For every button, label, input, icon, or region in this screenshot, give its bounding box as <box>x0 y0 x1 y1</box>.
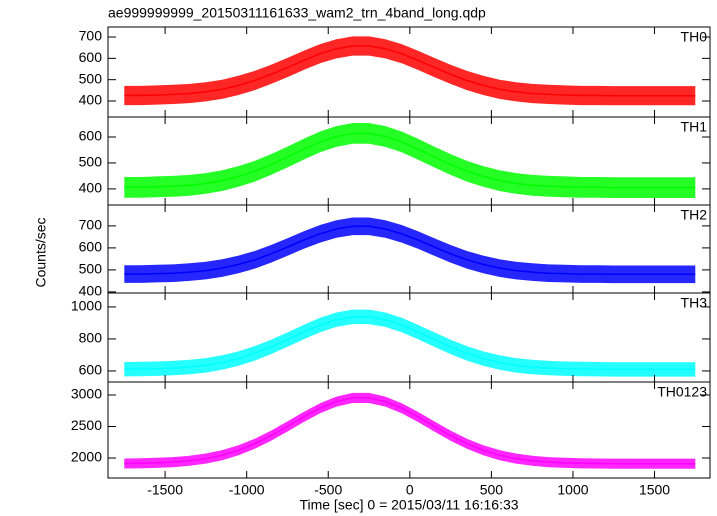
noise-band <box>124 217 696 284</box>
panel-label: TH0 <box>681 29 708 45</box>
chart-title: ae999999999_20150311161633_wam2_trn_4ban… <box>108 5 486 21</box>
y-tick-label: 400 <box>79 92 103 108</box>
y-tick-label: 500 <box>79 261 103 277</box>
y-tick-label: 600 <box>79 239 103 255</box>
y-tick-label: 500 <box>79 154 103 170</box>
series-line <box>124 225 696 276</box>
panel-frame <box>107 381 711 479</box>
x-tick-label: 500 <box>480 482 504 498</box>
y-tick-label: 2500 <box>71 417 102 433</box>
x-tick-label: -1500 <box>147 482 183 498</box>
noise-band <box>124 36 696 106</box>
y-tick-label: 2000 <box>71 449 102 465</box>
y-tick-label: 500 <box>79 70 103 86</box>
x-tick-label: -1000 <box>229 482 265 498</box>
y-tick-label: 600 <box>79 49 103 65</box>
y-tick-label: 1000 <box>71 298 102 314</box>
y-tick-label: 3000 <box>71 386 102 402</box>
y-tick-label: 800 <box>79 330 103 346</box>
series-line <box>124 45 696 97</box>
y-tick-label: 600 <box>79 128 103 144</box>
x-tick-label: -500 <box>314 482 342 498</box>
panel-label: TH0123 <box>657 384 707 400</box>
series-line <box>124 316 696 371</box>
panel-label: TH2 <box>681 207 708 223</box>
x-tick-label: 1000 <box>557 482 588 498</box>
panel-label: TH1 <box>681 119 708 135</box>
y-tick-label: 700 <box>79 28 103 44</box>
y-tick-label: 700 <box>79 217 103 233</box>
x-axis-label: Time [sec] 0 = 2015/03/11 16:16:33 <box>299 497 518 513</box>
noise-band <box>124 309 696 377</box>
y-tick-label: 600 <box>79 362 103 378</box>
y-tick-label: 400 <box>79 180 103 196</box>
y-tick-label: 400 <box>79 283 103 299</box>
series-line <box>124 397 696 465</box>
panel-label: TH3 <box>681 295 708 311</box>
noise-band <box>124 123 696 198</box>
x-tick-label: 1500 <box>639 482 670 498</box>
series-line <box>124 132 696 189</box>
x-tick-label: 0 <box>406 482 414 498</box>
y-axis-label: Counts/sec <box>33 217 49 287</box>
